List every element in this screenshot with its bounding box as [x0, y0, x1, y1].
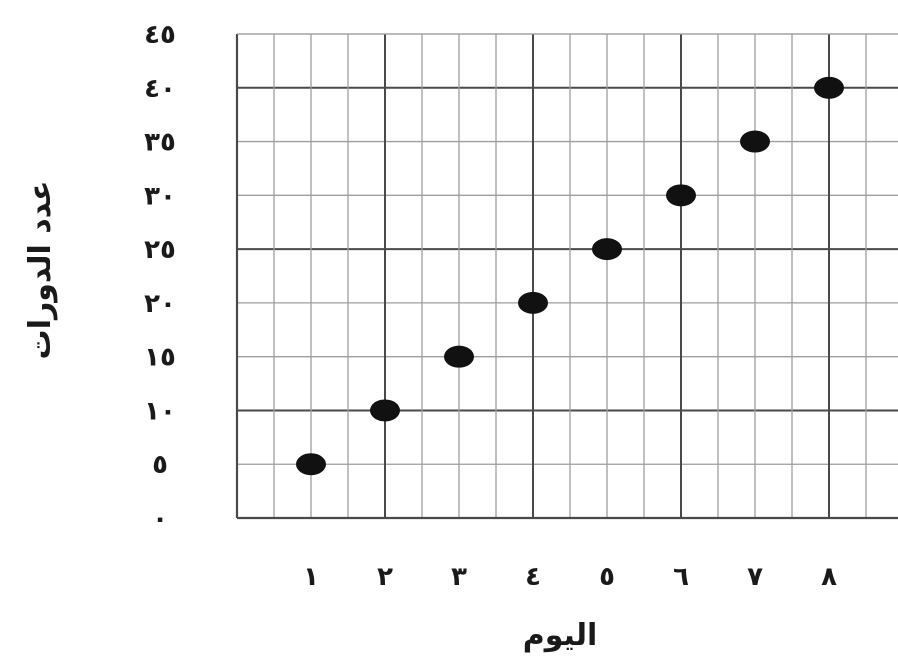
y-tick-label: ٢٠	[144, 289, 176, 319]
chart-grid	[235, 33, 898, 520]
y-tick-label: ٥	[152, 450, 168, 480]
y-tick-label: ٤٠	[144, 74, 176, 104]
x-tick-labels: ١ ٢ ٣ ٤ ٥ ٦ ٧ ٨	[303, 562, 837, 592]
data-point	[592, 238, 622, 261]
x-axis-title: اليوم	[523, 618, 598, 653]
y-tick-labels: ٠ ٥ ١٠ ١٥ ٢٠ ٢٥ ٣٠ ٣٥ ٤٠ ٤٥	[144, 20, 176, 534]
data-point	[814, 76, 844, 99]
y-axis-title: عدد الدورات	[23, 181, 58, 360]
data-points	[296, 76, 844, 476]
data-point	[740, 130, 770, 153]
data-point	[666, 184, 696, 207]
y-tick-label: ١٥	[144, 343, 176, 373]
x-tick-label: ٦	[673, 562, 689, 592]
x-tick-label: ٣	[451, 562, 467, 592]
y-tick-label: ٠	[152, 504, 168, 534]
x-tick-label: ٤	[525, 562, 541, 592]
data-point	[444, 345, 474, 368]
y-tick-label: ١٠	[144, 396, 176, 426]
y-tick-label: ٣٠	[144, 181, 176, 211]
x-tick-label: ٨	[821, 562, 837, 592]
y-tick-label: ٣٥	[144, 128, 176, 158]
x-tick-label: ٢	[377, 562, 393, 592]
y-tick-label: ٢٥	[144, 235, 176, 265]
data-point	[296, 453, 326, 476]
y-tick-label: ٤٥	[144, 20, 176, 50]
x-tick-label: ٥	[599, 562, 615, 592]
x-tick-label: ١	[303, 562, 319, 592]
data-point	[518, 291, 548, 314]
x-tick-label: ٧	[747, 562, 763, 592]
data-point	[370, 399, 400, 422]
